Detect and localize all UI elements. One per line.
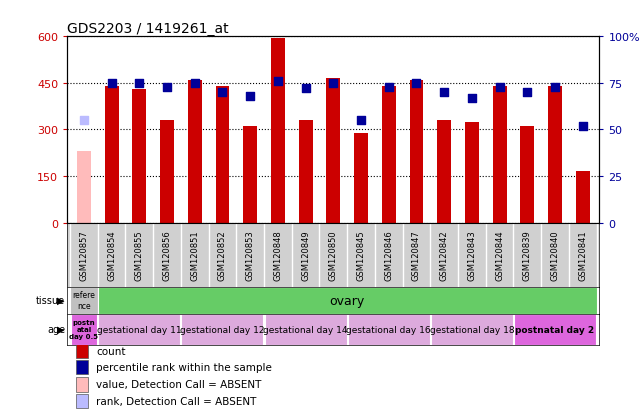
- Text: GSM120845: GSM120845: [356, 230, 365, 280]
- Bar: [493, 87, 506, 223]
- Bar: [160, 121, 174, 223]
- Bar: [181, 314, 263, 345]
- Text: GSM120857: GSM120857: [79, 230, 88, 280]
- Bar: [104, 87, 119, 223]
- Text: GSM120849: GSM120849: [301, 230, 310, 280]
- Text: gestational day 11: gestational day 11: [97, 325, 181, 334]
- Bar: [271, 39, 285, 223]
- Point: [217, 90, 228, 96]
- Bar: [77, 152, 91, 223]
- Text: GSM120851: GSM120851: [190, 230, 199, 280]
- Point: [578, 123, 588, 130]
- Text: GSM120843: GSM120843: [467, 230, 476, 280]
- Text: GDS2203 / 1419261_at: GDS2203 / 1419261_at: [67, 22, 229, 36]
- Text: postnatal day 2: postnatal day 2: [515, 325, 595, 334]
- Point: [106, 81, 117, 87]
- Bar: [465, 122, 479, 223]
- Text: GSM120850: GSM120850: [329, 230, 338, 280]
- Bar: [514, 314, 596, 345]
- Text: postn
atal
day 0.5: postn atal day 0.5: [69, 319, 99, 339]
- Point: [134, 81, 144, 87]
- Text: GSM120839: GSM120839: [523, 230, 532, 280]
- Bar: [76, 394, 88, 408]
- Text: GSM120847: GSM120847: [412, 230, 421, 280]
- Bar: [520, 127, 534, 223]
- Bar: [188, 81, 202, 223]
- Point: [328, 81, 338, 87]
- Text: GSM120853: GSM120853: [246, 230, 254, 280]
- Bar: [437, 121, 451, 223]
- Bar: [347, 314, 429, 345]
- Bar: [576, 172, 590, 223]
- Bar: [244, 127, 257, 223]
- Bar: [354, 133, 368, 223]
- Bar: [133, 90, 146, 223]
- Text: value, Detection Call = ABSENT: value, Detection Call = ABSENT: [96, 380, 262, 389]
- Text: GSM120852: GSM120852: [218, 230, 227, 280]
- Point: [190, 81, 200, 87]
- Bar: [299, 121, 313, 223]
- Text: GSM120848: GSM120848: [274, 230, 283, 280]
- Point: [79, 118, 89, 124]
- Text: GSM120841: GSM120841: [578, 230, 587, 280]
- Bar: [70, 287, 98, 314]
- Text: gestational day 18: gestational day 18: [429, 325, 514, 334]
- Text: count: count: [96, 346, 126, 356]
- Text: gestational day 12: gestational day 12: [180, 325, 265, 334]
- Text: tissue: tissue: [37, 295, 65, 306]
- Bar: [326, 79, 340, 223]
- Bar: [76, 344, 88, 358]
- Bar: [410, 81, 423, 223]
- Point: [439, 90, 449, 96]
- Bar: [431, 314, 513, 345]
- Point: [245, 93, 255, 100]
- Text: GSM120842: GSM120842: [440, 230, 449, 280]
- Text: ovary: ovary: [329, 294, 365, 307]
- Text: rank, Detection Call = ABSENT: rank, Detection Call = ABSENT: [96, 396, 257, 406]
- Text: refere
nce: refere nce: [72, 291, 96, 310]
- Bar: [215, 87, 229, 223]
- Point: [494, 84, 504, 91]
- Text: ▶: ▶: [57, 324, 65, 335]
- Bar: [382, 87, 395, 223]
- Text: GSM120840: GSM120840: [551, 230, 560, 280]
- Bar: [76, 377, 88, 392]
- Text: percentile rank within the sample: percentile rank within the sample: [96, 362, 272, 372]
- Bar: [548, 87, 562, 223]
- Point: [301, 86, 311, 93]
- Point: [550, 84, 560, 91]
- Text: gestational day 16: gestational day 16: [346, 325, 431, 334]
- Point: [162, 84, 172, 91]
- Text: GSM120854: GSM120854: [107, 230, 116, 280]
- Text: ▶: ▶: [57, 295, 65, 306]
- Point: [273, 78, 283, 85]
- Point: [522, 90, 533, 96]
- Text: age: age: [47, 324, 65, 335]
- Bar: [98, 314, 180, 345]
- Bar: [265, 314, 347, 345]
- Text: gestational day 14: gestational day 14: [263, 325, 348, 334]
- Text: GSM120844: GSM120844: [495, 230, 504, 280]
- Point: [412, 81, 422, 87]
- Bar: [71, 314, 97, 345]
- Point: [383, 84, 394, 91]
- Text: GSM120856: GSM120856: [163, 230, 172, 280]
- Point: [356, 118, 366, 124]
- Point: [467, 95, 477, 102]
- Text: GSM120855: GSM120855: [135, 230, 144, 280]
- Bar: [76, 360, 88, 374]
- Text: GSM120846: GSM120846: [384, 230, 393, 280]
